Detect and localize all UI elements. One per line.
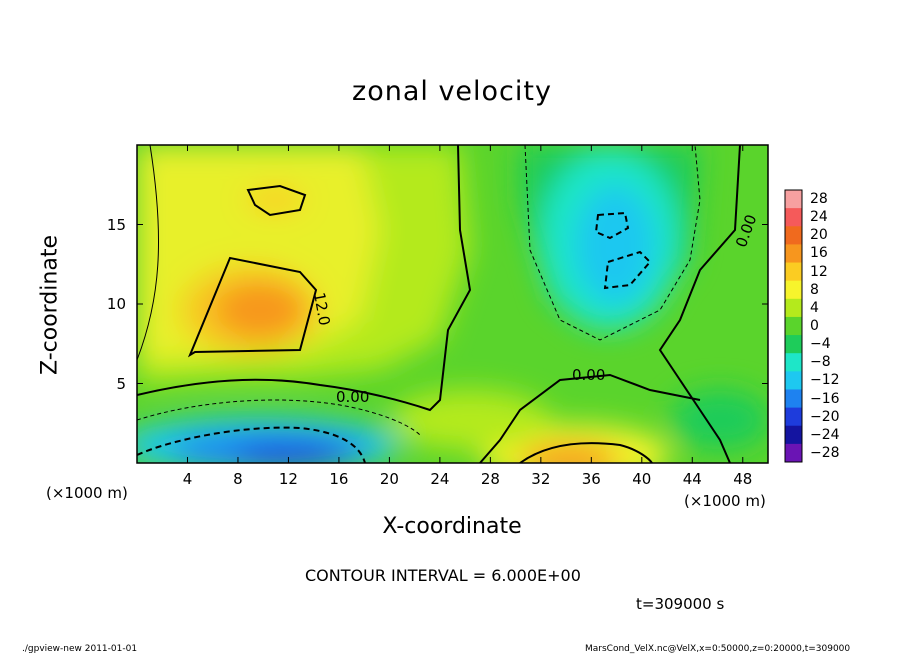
y-tick-label: 5 [116,374,126,393]
y-tick-label: 15 [106,215,126,234]
x-tick-label: 28 [480,470,500,488]
colorbar-swatch [785,407,802,427]
colorbar-label: −24 [810,426,840,443]
colorbar-label: 0 [810,318,819,334]
colorbar-label: 16 [810,245,828,262]
colorbar-label: −28 [810,444,840,461]
contour-label-zero-a: 0.00 [336,388,369,406]
colorbar-swatch [785,262,802,282]
x-axis-label: X-coordinate [0,514,904,539]
contour-12-top [246,184,307,217]
x-tick-label: 8 [233,470,243,488]
footer-right: MarsCond_VelX.nc@VelX,x=0:50000,z=0:2000… [585,644,851,654]
colorbar-swatch [785,280,802,300]
colorbar-swatch [785,190,802,209]
colorbar-swatch [785,353,802,372]
colorbar-swatch [785,316,802,336]
contour-interval: CONTOUR INTERVAL = 6.000E+00 [305,566,581,585]
x-axis-label-text: X-coordinate [382,514,522,539]
colorbar-label: 28 [810,191,828,208]
y-axis-label: Z-coordinate [37,235,63,375]
contour-zero-bottom [479,373,701,463]
x-tick-label: 4 [182,470,193,488]
x-tick-label: 48 [733,470,753,488]
colorbar-swatch [785,244,802,264]
colorbar-swatch [785,208,802,227]
contour-label-zero-b: 0.00 [572,366,605,384]
colorbar-label: 20 [810,227,828,244]
colorbar-swatch [785,226,802,245]
x-tick-label: 40 [632,470,652,488]
contour-label-12: 12.0 [310,291,334,327]
contour-neg-12 [137,426,366,463]
footer-left: ./gpview-new 2011-01-01 [22,644,138,654]
contour-neg-6 [137,399,421,436]
colorbar-frame [784,189,803,463]
contour-neg-12-b [603,250,652,290]
x-tick-label: 16 [329,470,349,488]
colorbar-swatch [785,298,802,318]
colorbar-swatch [785,425,802,445]
colorbar-label: 4 [810,299,819,316]
x-tick-label: 44 [682,470,702,488]
colorbar-label: −20 [810,408,840,425]
x-tick-label: 12 [278,470,298,488]
colorbar-swatch [785,371,802,390]
colorbar-label: 12 [810,263,828,280]
colorbar-label: −12 [810,372,840,389]
colorbar-label: 8 [810,281,819,298]
x-unit-label-left: (×1000 m) [46,484,128,502]
contour-zero-right [658,145,741,463]
x-tick-label: 20 [379,470,399,488]
colorbar-label: −4 [810,336,831,353]
x-tick-label: 32 [531,470,551,488]
colorbar-label: −8 [810,354,831,371]
time-label: t=309000 s [636,595,725,613]
chart-title: zonal velocity [352,76,552,107]
y-tick-marks [137,224,768,384]
colorbar-swatch [785,443,802,463]
colorbar [784,189,803,463]
x-tick-label: 24 [430,470,450,488]
contour-neg-6-right [524,145,701,341]
x-tick-label: 36 [581,470,601,488]
colorbar-swatch [785,335,802,354]
y-tick-label: 10 [106,295,126,313]
colorbar-swatch [785,389,802,409]
colorbar-label: −16 [810,390,840,407]
x-unit-label-right: (×1000 m) [684,492,766,510]
contour-18 [519,442,653,463]
x-tick-marks [186,145,744,463]
contour-zero-left [137,145,472,412]
contour-neg-12-a [594,211,630,240]
contour-6 [137,145,160,361]
contour-12 [187,256,318,358]
colorbar-label: 24 [810,209,828,226]
heatmap-field [137,145,768,463]
